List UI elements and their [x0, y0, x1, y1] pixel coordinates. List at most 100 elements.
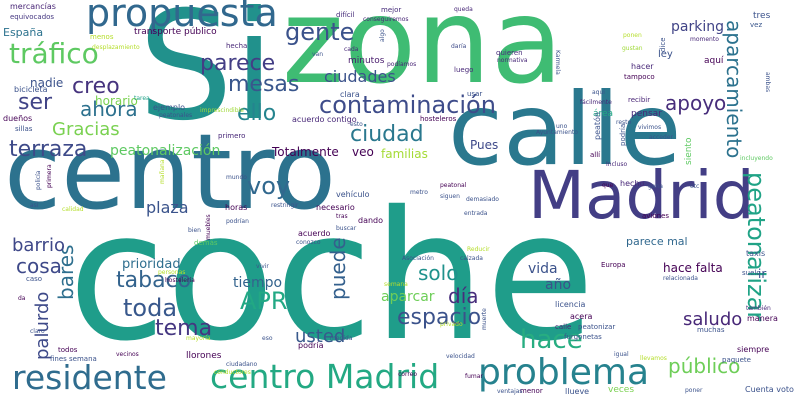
word: queda [454, 6, 473, 13]
word: sillas [15, 125, 33, 133]
word: tampoco [624, 73, 655, 81]
word: tiempo [233, 275, 283, 291]
word: coche [68, 173, 595, 380]
word: peatonizar [578, 323, 616, 331]
word: veces [608, 385, 635, 395]
word: restringir [271, 202, 299, 209]
word: licencia [555, 300, 586, 309]
word: ponen [623, 32, 642, 39]
word: tema [155, 316, 213, 341]
word: vivir [256, 263, 269, 270]
word: podría [298, 341, 324, 350]
word: Karmela [554, 50, 561, 75]
word: buscar [336, 225, 357, 232]
word: hosteleros [420, 115, 457, 123]
word: aquí [592, 89, 605, 96]
word: conseguiremos [363, 16, 409, 23]
word: también [746, 305, 771, 312]
word: acuerdo contigo [292, 115, 357, 124]
word: equivocados [10, 13, 55, 21]
word: transporte público [134, 27, 217, 37]
word: podíamos [387, 61, 417, 68]
word: cada [344, 46, 359, 53]
word: llevamos [640, 355, 667, 362]
word: ventajas [497, 388, 523, 395]
word: siguen [440, 193, 460, 200]
word: así [30, 202, 39, 209]
word: bicicleta [14, 85, 48, 94]
word: hacer [631, 62, 654, 71]
word: España [3, 26, 44, 39]
word: momento [690, 36, 719, 43]
word: acceder [649, 134, 673, 141]
word: calidad [62, 206, 84, 213]
word: fácilmente [580, 99, 612, 106]
word: metro [410, 189, 428, 196]
word: apoyo [665, 91, 727, 115]
word: desplazamiento [92, 44, 140, 51]
word: veo [352, 145, 374, 159]
word: Reducir [467, 246, 490, 253]
word: vida [528, 261, 558, 277]
word: bien [188, 227, 201, 234]
word: Gracias [52, 119, 120, 140]
word: menor [520, 387, 543, 395]
word: primero [218, 132, 246, 140]
word: nadie [30, 76, 64, 90]
word: conductores [214, 369, 251, 376]
word: aviones [642, 212, 670, 220]
word: que [602, 182, 614, 189]
word: Madrid [528, 157, 755, 234]
word: imprescindible [200, 107, 244, 114]
word: Cuenta voto [745, 385, 794, 394]
word: parking [671, 19, 724, 35]
word: solo [418, 261, 459, 285]
word: Pues [470, 138, 499, 152]
word: policía [35, 170, 42, 190]
word: ley [658, 49, 673, 60]
word: manera [747, 314, 778, 323]
word: allí [590, 151, 601, 159]
word: poner [685, 387, 703, 394]
word: difícil [336, 11, 355, 19]
word: entrada [464, 210, 488, 217]
word: dueños [3, 114, 33, 123]
word: mañana [159, 159, 166, 184]
word: Totalmente [272, 145, 339, 159]
word: mercancías [10, 2, 56, 11]
word: día [448, 284, 479, 308]
word: menos [90, 33, 114, 41]
word: paquete [722, 356, 751, 364]
word: van [312, 51, 324, 58]
word: taxis [746, 249, 766, 258]
word: muerte [481, 308, 488, 330]
word: igual [614, 351, 629, 358]
word: centro Madrid [210, 357, 440, 396]
word: fumar [465, 373, 483, 380]
word: tráfico [9, 37, 99, 70]
word: muchas [697, 326, 725, 334]
word: espacio [397, 305, 482, 330]
word: hace falta [663, 261, 723, 275]
word: Incluso [606, 161, 628, 168]
word: aparcamiento [722, 20, 746, 159]
word: centro [4, 111, 336, 233]
word: recibir [628, 96, 651, 104]
word: gustan [622, 45, 643, 52]
word: palurdo [32, 291, 53, 360]
word: área [593, 109, 614, 119]
word: necesario [316, 203, 355, 212]
word: año [545, 277, 572, 293]
word: APR [240, 287, 288, 315]
word: Si [138, 0, 275, 154]
word: barrio [12, 235, 65, 256]
word: saludo [683, 309, 743, 330]
word: calzada [460, 255, 483, 262]
word: tras [336, 213, 348, 220]
word: etc [690, 183, 700, 190]
word: peatón [593, 111, 602, 140]
word: ciudades [324, 67, 396, 86]
word: usar [467, 90, 483, 98]
word: problema [478, 352, 650, 393]
word: contaminación [319, 91, 496, 119]
